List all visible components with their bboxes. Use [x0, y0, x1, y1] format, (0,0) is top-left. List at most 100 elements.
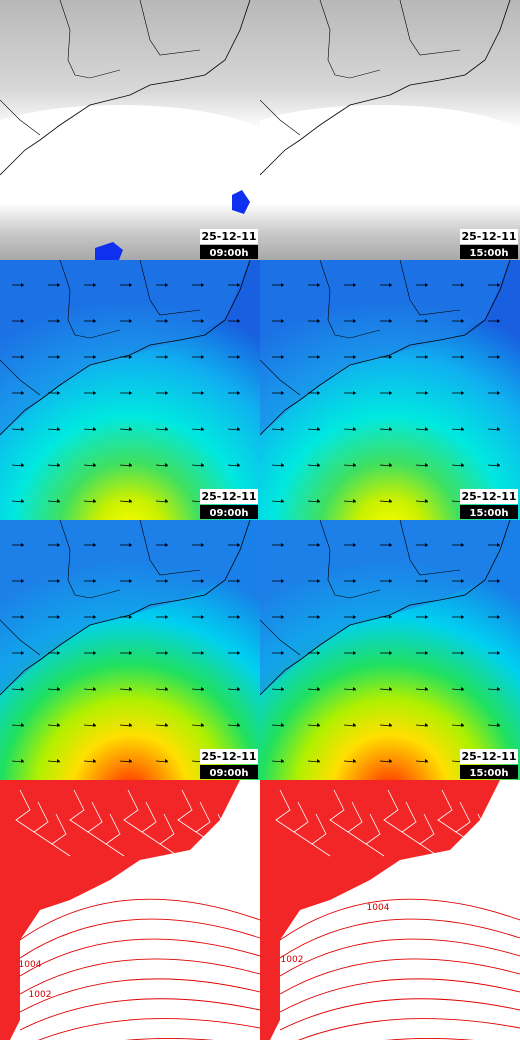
land-field [260, 260, 510, 435]
arrow-head [425, 543, 428, 547]
arrow-head [317, 723, 320, 727]
arrow-head [353, 499, 356, 503]
arrow-head [353, 615, 356, 619]
arrow-head [129, 615, 132, 619]
arrow-head [201, 355, 204, 359]
arrow-head [389, 579, 392, 583]
arrow-head [461, 319, 464, 323]
arrow-head [237, 543, 240, 547]
arrow-head [93, 283, 96, 287]
arrow-head [353, 283, 356, 287]
arrow-head [93, 579, 96, 583]
land-field [0, 520, 250, 695]
arrow-head [237, 687, 240, 691]
arrow-head [281, 579, 284, 583]
arrow-head [57, 615, 60, 619]
arrow-head [165, 355, 168, 359]
arrow-head [201, 687, 204, 691]
arrow-head [201, 723, 204, 727]
arrow-head [165, 427, 168, 431]
arrow-head [129, 579, 132, 583]
arrow-head [425, 723, 428, 727]
arrow-head [129, 319, 132, 323]
arrow-head [201, 319, 204, 323]
arrow-head [165, 463, 168, 467]
arrow-head [317, 759, 320, 763]
arrow-head [93, 723, 96, 727]
arrow-head [21, 651, 24, 655]
arrow-head [129, 759, 132, 763]
isobar [279, 938, 520, 977]
arrow-head [57, 543, 60, 547]
arrow-head [165, 391, 168, 395]
date-label: 25-12-11 [461, 230, 516, 243]
arrow-head [425, 319, 428, 323]
arrow-head [237, 427, 240, 431]
arrow-head [353, 319, 356, 323]
arrow-head [317, 355, 320, 359]
contour-tangle [329, 789, 349, 833]
arrow-head [461, 615, 464, 619]
arrow-head [461, 687, 464, 691]
isobar [19, 958, 260, 995]
arrow-head [317, 319, 320, 323]
arrow-head [353, 687, 356, 691]
arrow-head [317, 651, 320, 655]
isobar [19, 898, 260, 941]
arrow-head [281, 687, 284, 691]
arrow-head [425, 427, 428, 431]
arrow-head [21, 463, 24, 467]
map-panel: 25-12-11 09:00h [0, 260, 260, 520]
land-field [0, 260, 250, 435]
arrow-head [201, 391, 204, 395]
arrow-head [425, 687, 428, 691]
arrow-head [281, 355, 284, 359]
date-box [200, 749, 258, 764]
arrow-head [165, 651, 168, 655]
arrow-head [165, 759, 168, 763]
arrow-head [21, 319, 24, 323]
arrow-head [57, 499, 60, 503]
arrow-head [93, 355, 96, 359]
arrow-head [21, 427, 24, 431]
isobar [38, 1018, 260, 1040]
contour-tangle [213, 813, 233, 857]
arrow-head [425, 579, 428, 583]
arrow-head [425, 283, 428, 287]
arrow-head [389, 651, 392, 655]
arrow-head [129, 427, 132, 431]
arrow-head [281, 427, 284, 431]
arrow-head [281, 391, 284, 395]
contour-tangle [275, 789, 295, 833]
arrow-head [281, 759, 284, 763]
arrow-head [389, 427, 392, 431]
arrow-head [165, 319, 168, 323]
arrow-head [497, 687, 500, 691]
arrow-head [425, 759, 428, 763]
isobar [279, 978, 520, 1013]
arrow-head [497, 283, 500, 287]
arrow-head [57, 759, 60, 763]
contour-tangle [33, 801, 53, 845]
contour-tangle [87, 801, 107, 845]
contour-tangle [419, 813, 439, 857]
contour-tangle [159, 813, 179, 857]
arrow-head [353, 723, 356, 727]
arrow-head [353, 355, 356, 359]
arrow-head [461, 391, 464, 395]
arrow-head [237, 579, 240, 583]
arrow-head [21, 759, 24, 763]
arrow-head [461, 463, 464, 467]
arrow-head [353, 463, 356, 467]
arrow-head [237, 391, 240, 395]
time-label: 15:00h [470, 768, 509, 779]
arrow-head [93, 319, 96, 323]
arrow-head [281, 499, 284, 503]
contour-tangle [401, 801, 421, 845]
arrow-head [461, 283, 464, 287]
contour-tangle [177, 789, 197, 833]
arrow-head [425, 391, 428, 395]
arrow-head [281, 283, 284, 287]
arrow-head [461, 355, 464, 359]
